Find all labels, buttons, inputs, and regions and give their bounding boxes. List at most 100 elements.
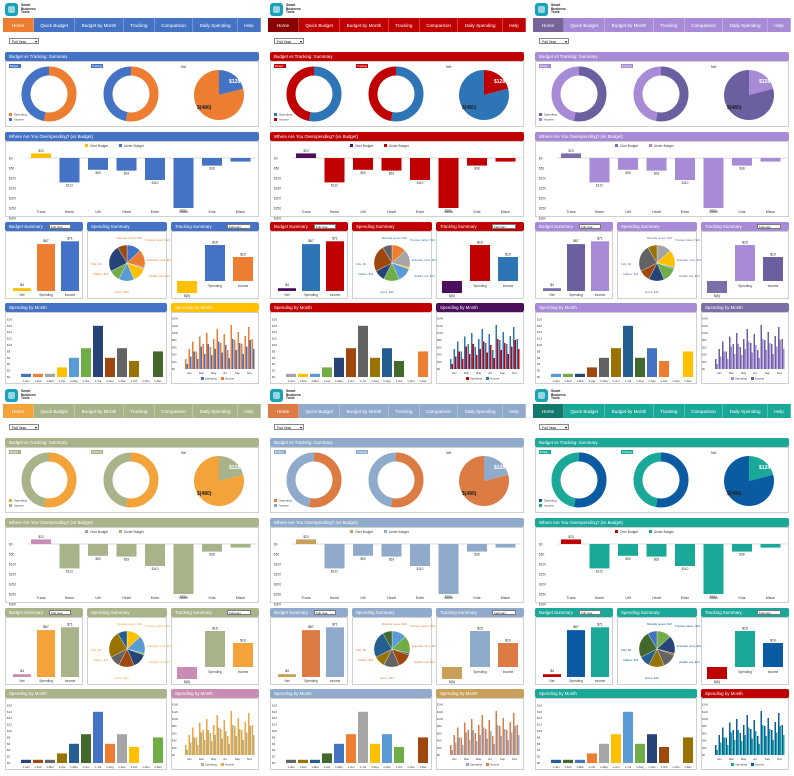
month-dropdown[interactable]: February	[757, 610, 781, 615]
tab-home[interactable]: Home	[268, 18, 299, 32]
tab-help[interactable]: Help	[503, 18, 527, 32]
tab-comparison[interactable]: Comparison	[155, 404, 194, 418]
tab-tracking[interactable]: Tracking	[124, 404, 155, 418]
chart-type-dropdown[interactable]: Full Year	[49, 224, 71, 229]
tab-comparison[interactable]: Comparison	[420, 404, 459, 418]
bar-value-label: $10	[770, 639, 776, 643]
period-filter-dropdown[interactable]: Full Year	[274, 38, 304, 45]
tab-home[interactable]: Home	[3, 404, 34, 418]
category-label: 1-Mar	[46, 765, 53, 769]
section-header: Budget Summary	[5, 608, 83, 617]
chart-type-dropdown[interactable]: Full Year	[579, 610, 601, 615]
tab-budget-by-month[interactable]: Budget by Month	[340, 18, 389, 32]
tab-comparison[interactable]: Comparison	[685, 404, 724, 418]
tab-quick-budget[interactable]: Quick Budget	[299, 18, 341, 32]
month-dropdown[interactable]: February	[492, 610, 516, 615]
y-tick: $6	[7, 742, 11, 746]
tab-quick-budget[interactable]: Quick Budget	[564, 18, 606, 32]
category-label: 1-Dec	[419, 379, 427, 383]
overspend-bar	[230, 158, 251, 162]
category-label: Healt	[387, 210, 395, 214]
tab-tracking[interactable]: Tracking	[654, 404, 685, 418]
spending-bar	[451, 364, 453, 369]
period-filter-dropdown[interactable]: Full Year	[539, 38, 569, 45]
month-dropdown[interactable]: February	[227, 224, 251, 229]
spending-bar	[514, 726, 516, 755]
tab-help[interactable]: Help	[238, 404, 262, 418]
tab-comparison[interactable]: Comparison	[685, 18, 724, 32]
chart-type-dropdown[interactable]: Full Year	[314, 610, 336, 615]
net-negative-value: $(480)	[197, 105, 212, 111]
category-label: 1-Apr	[324, 765, 331, 769]
donut-tag-label: Tracking	[357, 450, 367, 454]
tab-daily-spending[interactable]: Daily Spending	[723, 18, 768, 32]
donut-spending-arc	[573, 66, 607, 122]
tab-budget-by-month[interactable]: Budget by Month	[605, 404, 654, 418]
tab-daily-spending[interactable]: Daily Spending	[193, 404, 238, 418]
spending-bar	[253, 735, 255, 755]
donut-tag-label: Tracking	[92, 450, 102, 454]
category-label: Util	[625, 210, 630, 214]
tab-budget-by-month[interactable]: Budget by Month	[75, 18, 124, 32]
daily-spending-chart: $0 $20 $40 $60 $80 $100 $120 $140 Jan Mar May Jul Se…	[172, 703, 255, 767]
tab-help[interactable]: Help	[768, 18, 792, 32]
tab-home[interactable]: Home	[268, 404, 299, 418]
section-header: Spending by Month	[535, 689, 697, 698]
spending-bar	[228, 744, 230, 755]
month-dropdown[interactable]: February	[492, 224, 516, 229]
month-dropdown[interactable]: February	[757, 224, 781, 229]
tab-home[interactable]: Home	[533, 404, 564, 418]
period-filter-dropdown[interactable]: Full Year	[539, 424, 569, 431]
month-dropdown[interactable]: February	[227, 610, 251, 615]
tab-quick-budget[interactable]: Quick Budget	[299, 404, 341, 418]
tab-budget-by-month[interactable]: Budget by Month	[340, 404, 389, 418]
period-filter-dropdown[interactable]: Full Year	[9, 38, 39, 45]
tab-tracking[interactable]: Tracking	[389, 18, 420, 32]
tab-comparison[interactable]: Comparison	[155, 18, 194, 32]
tab-daily-spending[interactable]: Daily Spending	[458, 18, 503, 32]
tab-help[interactable]: Help	[768, 404, 792, 418]
category-label: 1-Sep	[118, 765, 126, 769]
y-tick: $10	[537, 343, 542, 347]
bar-value-label: $122	[331, 183, 338, 187]
y-tick: $12	[7, 337, 12, 341]
tab-quick-budget[interactable]: Quick Budget	[564, 404, 606, 418]
tab-quick-budget[interactable]: Quick Budget	[34, 18, 76, 32]
tab-tracking[interactable]: Tracking	[389, 404, 420, 418]
spending-by-month-chart: $0 $2 $4 $6 $8 $10 $12 $14 $16 $18 1-Jan 1-Feb 1-Mar…	[272, 703, 428, 769]
y-tick: $12	[537, 723, 542, 727]
chart-type-dropdown[interactable]: Full Year	[314, 224, 336, 229]
dashboard-slate: Smart Business Tools Home Quick Budget Budget…	[266, 387, 528, 773]
overspend-bar	[145, 544, 165, 566]
category-label: Net	[550, 679, 555, 683]
period-filter-dropdown[interactable]: Full Year	[274, 424, 304, 431]
tab-quick-budget[interactable]: Quick Budget	[34, 404, 76, 418]
y-tick: $300	[9, 217, 16, 221]
section-header: Tracking Summary	[701, 608, 789, 617]
chart-type-dropdown[interactable]: Full Year	[579, 224, 601, 229]
period-filter-dropdown[interactable]: Full Year	[9, 424, 39, 431]
y-tick: $80	[172, 724, 177, 728]
tab-daily-spending[interactable]: Daily Spending	[723, 404, 768, 418]
tab-help[interactable]: Help	[503, 404, 527, 418]
spending-bar	[462, 745, 464, 755]
tab-budget-by-month[interactable]: Budget by Month	[75, 404, 124, 418]
donut-income-arc	[21, 452, 50, 508]
tab-budget-by-month[interactable]: Budget by Month	[605, 18, 654, 32]
legend-label: Income	[279, 504, 289, 508]
month-bar	[370, 357, 380, 377]
tab-help[interactable]: Help	[238, 18, 262, 32]
daily-spending-chart: $0 $20 $40 $60 $80 $100 $120 $140 Jan Mar May Jul Se…	[702, 317, 785, 381]
category-label: 1-Mar	[311, 379, 318, 383]
category-label: 1-Aug	[371, 379, 379, 383]
tab-tracking[interactable]: Tracking	[124, 18, 155, 32]
y-tick: $60	[437, 345, 442, 349]
tab-daily-spending[interactable]: Daily Spending	[458, 404, 503, 418]
tab-home[interactable]: Home	[533, 18, 564, 32]
tab-home[interactable]: Home	[3, 18, 34, 32]
tab-tracking[interactable]: Tracking	[654, 18, 685, 32]
tab-daily-spending[interactable]: Daily Spending	[193, 18, 238, 32]
chart-type-dropdown[interactable]: Full Year	[49, 610, 71, 615]
income-bar	[488, 334, 490, 369]
tab-comparison[interactable]: Comparison	[420, 18, 459, 32]
